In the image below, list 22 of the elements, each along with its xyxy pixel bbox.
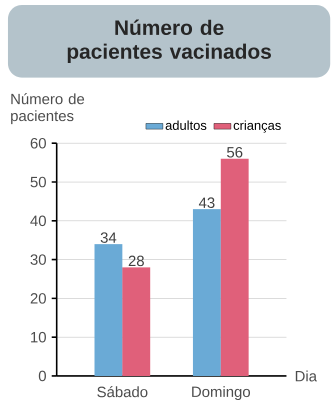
data-label: 56 [226, 146, 242, 158]
legend-label: adultos [166, 120, 206, 130]
y-tick-label: 10 [31, 332, 46, 342]
data-label: 34 [100, 232, 116, 243]
data-label: 28 [128, 256, 144, 266]
x-axis-title: Dia [296, 370, 317, 382]
bar [192, 209, 221, 376]
y-tick-label: 20 [30, 293, 46, 304]
chart-title: Número de pacientes vacinados [68, 20, 271, 64]
y-tick-label: 30 [30, 254, 46, 265]
y-axis-title: Número de pacientes [11, 93, 84, 124]
y-tick-label: 0 [38, 370, 46, 382]
x-tick-label: Domingo [192, 386, 250, 400]
bar [94, 244, 122, 376]
y-tick-label: 60 [30, 138, 46, 149]
y-tick-label: 40 [30, 216, 46, 226]
data-label: 43 [198, 197, 214, 208]
legend-label: crianças [234, 120, 281, 133]
y-tick-label: 50 [30, 176, 46, 188]
x-tick-label: Sábado [97, 386, 148, 398]
bar [122, 267, 150, 376]
bar [220, 158, 249, 376]
